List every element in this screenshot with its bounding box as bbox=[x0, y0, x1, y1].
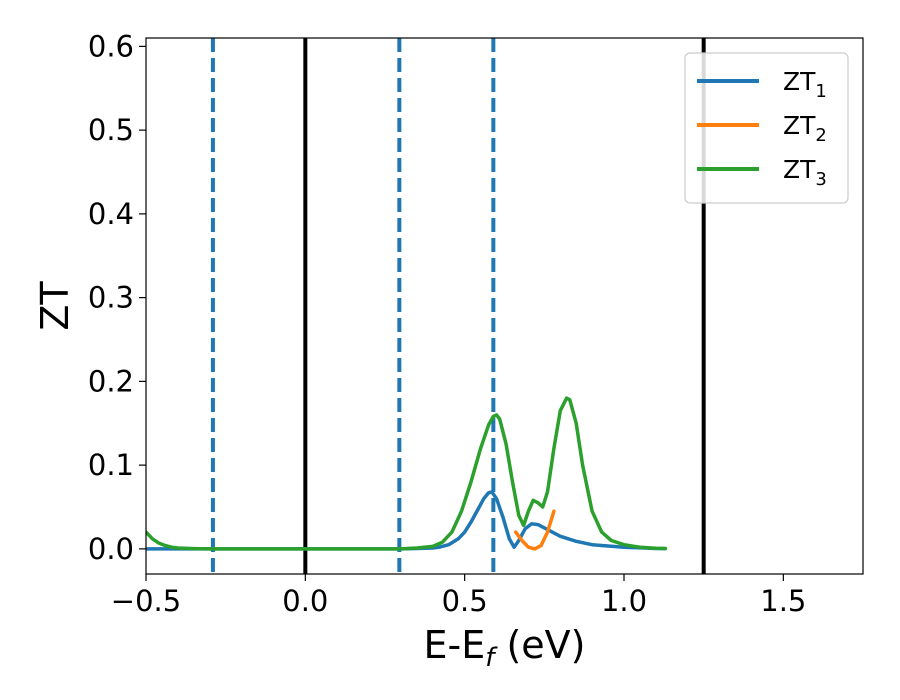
x-tick-label: 0.0 bbox=[282, 584, 328, 618]
y-tick-label: 0.2 bbox=[88, 364, 134, 398]
x-tick-label: −0.5 bbox=[111, 584, 181, 618]
series-line-2 bbox=[513, 509, 556, 551]
legend-label-2: ZT2 bbox=[783, 111, 827, 146]
series-lines bbox=[146, 396, 668, 551]
y-tick-label: 0.3 bbox=[88, 281, 134, 315]
legend-label-1: ZT1 bbox=[783, 67, 827, 102]
y-tick-label: 0.1 bbox=[88, 448, 134, 482]
series-line-3 bbox=[146, 396, 668, 551]
reference-lines bbox=[210, 38, 706, 574]
y-axis-title: ZT bbox=[33, 281, 77, 331]
legend: ZT1 ZT2 ZT3 bbox=[684, 52, 849, 204]
plot-frame bbox=[145, 37, 864, 575]
y-tick-label: 0.5 bbox=[88, 113, 134, 147]
series-line-1 bbox=[146, 490, 668, 551]
y-tick-label: 0.0 bbox=[88, 532, 134, 566]
x-tick-label: 1.5 bbox=[760, 584, 806, 618]
x-axis-title: E-Ef (eV) bbox=[424, 623, 586, 673]
y-tick-label: 0.6 bbox=[88, 29, 134, 63]
y-tick-label: 0.4 bbox=[88, 197, 134, 231]
legend-box bbox=[684, 52, 849, 204]
legend-label-3: ZT3 bbox=[783, 155, 827, 190]
axis-ticks: −0.5 0.0 0.5 1.0 1.5 0.0 0.1 0.2 0.3 0.4 0.5 0.6 bbox=[88, 29, 807, 618]
x-tick-label: 1.0 bbox=[601, 584, 647, 618]
x-tick-label: 0.5 bbox=[442, 584, 488, 618]
